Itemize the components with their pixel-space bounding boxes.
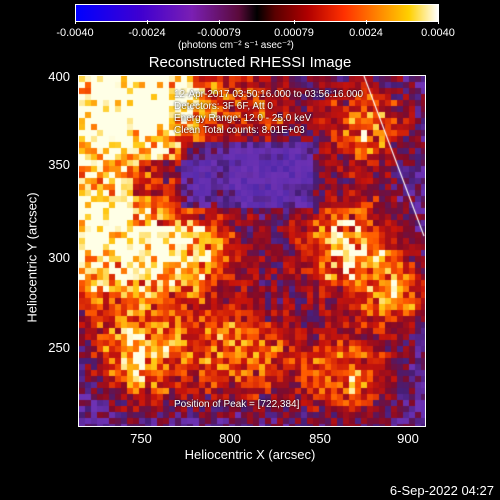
x-tick-label: 750 bbox=[130, 431, 152, 446]
colorbar-tick bbox=[147, 20, 148, 24]
y-axis-label: Heliocentric Y (arcsec) bbox=[24, 192, 40, 323]
colorbar-tick-label: -0.0040 bbox=[56, 27, 94, 39]
colorbar-tick bbox=[294, 20, 295, 24]
y-tick-label: 300 bbox=[48, 250, 70, 265]
colorbar-tick bbox=[366, 20, 367, 24]
colorbar-tick bbox=[219, 20, 220, 24]
info-time: 12-Apr-2017 03:50:16.000 to 03:56:16.000 bbox=[174, 89, 364, 100]
rhessi-image bbox=[79, 76, 425, 426]
y-tick-label: 250 bbox=[48, 340, 70, 355]
colorbar-tick bbox=[438, 20, 439, 24]
info-energy: Energy Range: 12.0 - 25.0 keV bbox=[174, 113, 312, 124]
y-tick-label: 400 bbox=[48, 69, 70, 84]
colorbar-tick-label: 0.0024 bbox=[349, 27, 383, 39]
colorbar-tick-label: 0.00079 bbox=[274, 27, 314, 39]
colorbar bbox=[75, 4, 439, 22]
x-tick-label: 850 bbox=[309, 431, 331, 446]
x-tick-label: 800 bbox=[219, 431, 241, 446]
colorbar-units: (photons cm⁻² s⁻¹ asec⁻²) bbox=[178, 40, 294, 51]
plot-title: Reconstructed RHESSI Image bbox=[148, 54, 352, 71]
colorbar-tick-label: -0.0024 bbox=[128, 27, 166, 39]
colorbar-tick-label: -0.00079 bbox=[197, 27, 241, 39]
x-tick-label: 900 bbox=[397, 431, 419, 446]
timestamp: 6-Sep-2022 04:27 bbox=[389, 483, 494, 498]
info-peak: Position of Peak = [722,384] bbox=[174, 399, 300, 410]
y-tick-label: 350 bbox=[48, 157, 70, 172]
image-plot: 12-Apr-2017 03:50:16.000 to 03:56:16.000… bbox=[78, 75, 426, 427]
info-detectors: Detectors: 3F 6F, Att 0 bbox=[174, 101, 273, 112]
info-counts: Clean Total counts: 8.01E+03 bbox=[174, 125, 305, 136]
x-axis-label: Heliocentric X (arcsec) bbox=[184, 447, 316, 462]
colorbar-tick-label: 0.0040 bbox=[421, 27, 455, 39]
colorbar-tick bbox=[75, 20, 76, 24]
